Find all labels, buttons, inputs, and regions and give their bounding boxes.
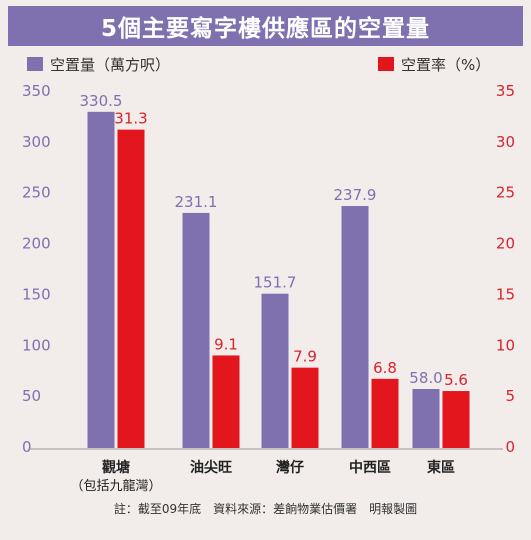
y-left-tick-label: 150 [22,285,51,303]
bar-rate-3 [371,378,399,448]
y-left-tick-label: 250 [22,184,51,202]
y-left-tick-label: 300 [22,133,51,151]
y-right-tick-label: 10 [496,336,515,354]
bar-area-1 [182,212,210,448]
legend-swatch-area [27,57,43,71]
bar-rate-1 [212,355,240,448]
data-label-rate-0: 31.3 [114,110,147,128]
y-left-tick-label: 350 [22,82,51,100]
data-label-area-2: 151.7 [254,274,297,292]
data-label-rate-3: 6.8 [373,359,397,377]
bar-rate-4 [442,391,470,448]
data-label-area-4: 58.0 [409,369,442,387]
bar-area-4 [412,389,440,448]
category-label-4: 東區 [427,459,455,476]
data-label-area-0: 330.5 [80,92,123,110]
y-left-tick-label: 200 [22,235,51,253]
chart-title: 5個主要寫字樓供應區的空置量 [8,6,523,46]
y-right-tick-label: 30 [496,133,515,151]
data-label-rate-2: 7.9 [293,348,317,366]
y-right-tick-label: 20 [496,235,515,253]
y-left-tick-label: 0 [22,438,32,456]
category-label-2: 灣仔 [276,459,304,476]
legend-swatch-rate [378,57,394,71]
y-left-tick-label: 100 [22,336,51,354]
y-right-tick-label: 0 [505,438,515,456]
bar-rate-0 [117,129,145,449]
bar-area-0 [87,111,115,448]
legend-label-area: 空置量（萬方呎） [50,56,170,74]
y-right-tick-label: 15 [496,285,515,303]
bar-area-2 [261,293,289,448]
bar-rate-2 [291,367,319,448]
data-label-rate-4: 5.6 [444,371,468,389]
chart-footnote: 註：截至09年底 資料來源：差餉物業估價署 明報製圖 [113,502,418,516]
data-label-rate-1: 9.1 [214,335,238,353]
y-right-tick-label: 5 [505,387,515,405]
legend-label-rate: 空置率（%） [401,56,490,74]
data-label-area-3: 237.9 [334,186,377,204]
y-left-tick-label: 50 [22,387,41,405]
category-label-1: 油尖旺 [190,459,232,476]
bar-area-3 [341,206,369,448]
y-right-tick-label: 35 [496,82,515,100]
category-sublabel-0: （包括九龍灣） [70,478,161,494]
category-label-0: 觀塘 [102,459,130,476]
y-right-tick-label: 25 [496,184,515,202]
category-label-3: 中西區 [349,459,391,476]
data-label-area-1: 231.1 [175,193,218,211]
